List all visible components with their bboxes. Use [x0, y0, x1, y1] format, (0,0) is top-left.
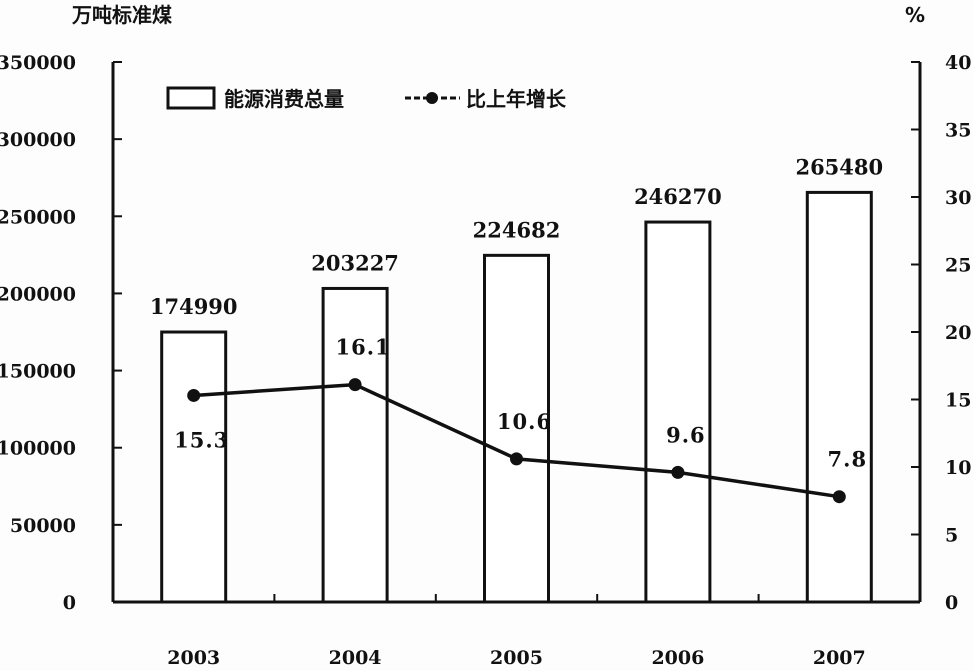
bar-value-label: 246270 — [634, 184, 722, 209]
left-tick-label: 250000 — [0, 206, 76, 228]
growth-point — [671, 465, 685, 479]
growth-point — [510, 452, 523, 466]
bar-value-label: 265480 — [795, 154, 883, 179]
growth-value-label: 7.8 — [828, 447, 868, 472]
right-tick-label: 10 — [945, 457, 971, 479]
right-tick-label: 40 — [945, 52, 971, 74]
growth-point — [832, 490, 846, 504]
bar-series: 174990 203227 224682 246270 265480 — [150, 154, 883, 604]
right-tick-label: 20 — [945, 322, 971, 344]
growth-value-label: 9.6 — [666, 422, 706, 447]
x-tick-label: 2005 — [490, 647, 543, 669]
right-tick-label: 30 — [945, 187, 971, 209]
bar — [805, 190, 873, 604]
growth-value-label: 16.1 — [336, 335, 391, 360]
left-y-axis: 0 50000 100000 150000 200000 250000 300000 3500… — [0, 52, 122, 614]
left-tick-label: 300000 — [0, 129, 76, 151]
x-tick-label: 2006 — [651, 647, 704, 669]
right-tick-label: 15 — [945, 390, 971, 412]
right-tick-label: 5 — [945, 525, 958, 547]
left-tick-label: 0 — [63, 592, 76, 614]
legend-bar-label: 能源消费总量 — [224, 87, 344, 111]
right-y-axis: 0 5 10 15 20 25 30 35 40 — [911, 52, 971, 614]
left-axis-unit: 万吨标准煤 — [71, 3, 172, 27]
right-tick-label: 25 — [945, 255, 971, 277]
right-axis-unit: % — [905, 3, 925, 27]
bar-value-label: 174990 — [150, 294, 238, 319]
left-tick-label: 100000 — [0, 438, 76, 460]
growth-value-label: 10.6 — [497, 409, 552, 434]
growth-point — [187, 388, 201, 402]
line-series: 15.3 16.1 10.6 9.6 7.8 — [174, 335, 868, 504]
right-tick-label: 35 — [945, 120, 971, 142]
legend: 能源消费总量 比上年增长 — [166, 86, 567, 111]
x-tick-label: 2007 — [813, 647, 866, 669]
growth-point — [348, 378, 362, 392]
bar-value-label: 203227 — [311, 250, 399, 275]
left-tick-label: 350000 — [0, 52, 76, 74]
bar — [483, 253, 550, 604]
left-tick-label: 50000 — [10, 515, 76, 537]
bar-value-label: 224682 — [473, 217, 561, 242]
right-tick-label: 0 — [945, 592, 958, 614]
legend-bar-swatch — [166, 86, 216, 110]
left-tick-label: 150000 — [0, 361, 76, 383]
left-tick-label: 200000 — [0, 283, 76, 305]
x-tick-label: 2003 — [167, 647, 220, 669]
growth-value-label: 15.3 — [174, 427, 229, 452]
bar — [160, 330, 228, 604]
legend-line-label: 比上年增长 — [466, 87, 567, 111]
bar — [644, 220, 712, 604]
legend-line-marker — [426, 92, 438, 104]
x-tick-label: 2004 — [329, 647, 382, 669]
x-axis: 2003 2004 2005 2006 2007 — [113, 594, 920, 669]
bar — [321, 286, 389, 604]
